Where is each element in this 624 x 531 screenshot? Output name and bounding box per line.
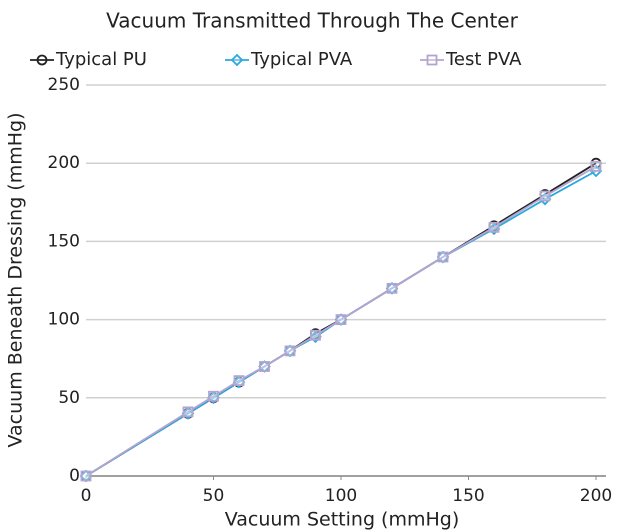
marker [284,345,296,357]
y-tick-label: 150 [48,231,80,251]
legend-label: Typical PVA [250,49,353,70]
legend-marker [426,54,438,66]
x-tick-label: 100 [325,486,357,506]
x-axis-title: Vacuum Setting (mmHg) [225,509,460,531]
y-tick-label: 0 [69,466,80,486]
series-line [85,165,597,477]
marker [386,282,398,294]
x-tick-label: 0 [81,486,92,506]
marker [310,329,321,341]
marker [233,375,245,386]
y-tick-label: 50 [58,388,80,408]
series-line [85,170,597,477]
y-tick-label: 200 [48,153,80,173]
x-tick-label: 150 [452,486,484,506]
marker [208,390,219,402]
y-tick-label: 100 [48,310,80,330]
y-axis-title: Vacuum Beneath Dressing (mmHg) [5,113,27,448]
marker [182,406,194,418]
legend-marker [230,53,244,67]
x-tick-label: 50 [203,486,225,506]
chart-title: Vacuum Transmitted Through The Center [106,9,518,33]
legend-marker [36,54,48,66]
marker [80,470,92,482]
marker [488,221,500,233]
marker [437,251,449,263]
x-tick-label: 200 [580,486,612,506]
marker [590,160,602,172]
marker [539,190,551,202]
legend-label: Test PVA [445,49,522,70]
y-tick-label: 250 [48,75,80,95]
marker [335,314,347,326]
marker [259,361,270,372]
legend-label: Typical PU [55,49,147,70]
